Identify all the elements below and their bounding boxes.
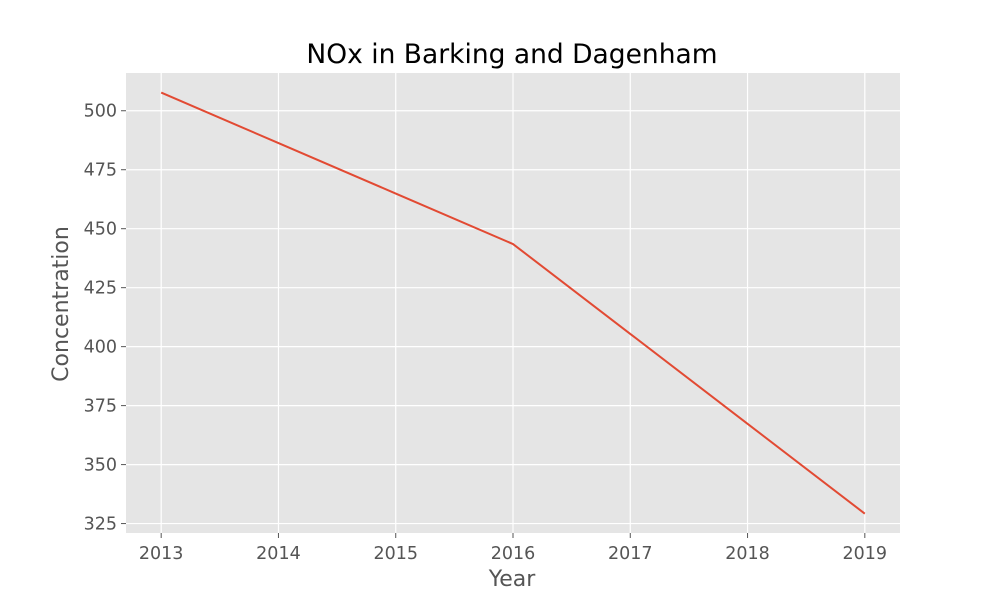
y-tick-label: 375 bbox=[84, 397, 117, 417]
x-tick-label: 2015 bbox=[373, 544, 418, 564]
series-layer bbox=[160, 91, 866, 515]
y-tick-label: 450 bbox=[84, 220, 117, 240]
y-gridlines bbox=[126, 110, 900, 525]
x-tick-label: 2014 bbox=[256, 544, 301, 564]
x-axis-ticks: 2013 2014 2015 2016 2017 2018 2019 bbox=[139, 533, 887, 564]
x-tick-label: 2016 bbox=[491, 544, 536, 564]
x-tick-label: 2017 bbox=[608, 544, 653, 564]
x-axis-label: Year bbox=[488, 567, 537, 592]
y-tick-label: 425 bbox=[84, 279, 117, 299]
chart-title: NOx in Barking and Dagenham bbox=[306, 39, 717, 70]
y-tick-label: 325 bbox=[84, 515, 117, 535]
x-tick-label: 2019 bbox=[843, 544, 888, 564]
y-axis-ticks: 325 350 375 400 425 450 475 500 bbox=[84, 102, 126, 535]
x-tick-label: 2018 bbox=[725, 544, 770, 564]
x-gridlines bbox=[160, 73, 866, 533]
y-tick-label: 500 bbox=[84, 102, 117, 122]
y-tick-label: 350 bbox=[84, 456, 117, 476]
y-tick-label: 475 bbox=[84, 161, 117, 181]
y-axis-label: Concentration bbox=[49, 226, 74, 382]
series-line bbox=[160, 91, 866, 515]
x-tick-label: 2013 bbox=[139, 544, 184, 564]
y-tick-label: 400 bbox=[84, 338, 117, 358]
